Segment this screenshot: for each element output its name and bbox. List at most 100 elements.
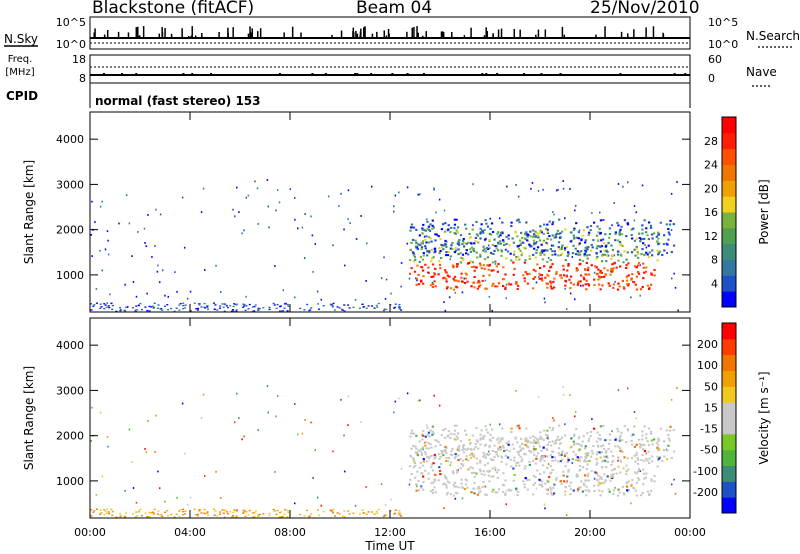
velocity-cell	[420, 486, 423, 489]
velocity-cell	[426, 426, 429, 429]
power-cell	[248, 303, 251, 306]
velocity-cell	[426, 460, 429, 463]
velocity-cell	[268, 514, 271, 517]
velocity-cell	[443, 482, 446, 485]
velocity-cell	[584, 489, 587, 492]
velocity-cell	[625, 482, 628, 485]
power-cell	[530, 245, 533, 248]
velocity-cell	[581, 490, 585, 493]
freq-panel: Freq. [MHz] 18 8 60 0 Nave	[5, 53, 777, 87]
velocity-cell	[539, 459, 542, 462]
power-cell	[473, 286, 476, 289]
power-cell	[458, 238, 461, 242]
velocity-cell	[362, 512, 365, 514]
power-cell	[430, 249, 433, 252]
velocity-colorbar-frame	[721, 322, 737, 514]
velocity-cell	[612, 489, 615, 492]
power-cell	[599, 288, 602, 291]
power-cell	[620, 225, 623, 228]
power-cell	[280, 305, 283, 307]
power-cell	[496, 285, 499, 288]
velocity-cell	[469, 441, 472, 445]
power-cell	[471, 261, 474, 264]
freq-mark	[391, 73, 394, 76]
power-cell	[625, 266, 628, 269]
power-cell	[627, 282, 630, 285]
velocity-cell	[581, 440, 584, 443]
power-cell	[444, 239, 447, 242]
velocity-cell	[207, 514, 210, 516]
power-cell	[597, 275, 601, 278]
power-cell	[139, 302, 142, 305]
velocity-cell	[280, 516, 283, 518]
velocity-cell	[600, 466, 604, 469]
power-cell	[479, 284, 482, 287]
velocity-cell	[641, 454, 644, 457]
velocity-cell	[285, 508, 287, 511]
power-cell	[145, 245, 148, 248]
velocity-cell	[646, 459, 649, 462]
velocity-cell	[578, 448, 581, 451]
velocity-cell	[452, 483, 455, 486]
velocity-cell	[532, 493, 535, 496]
velocity-cell	[397, 512, 400, 514]
velocity-cell	[430, 455, 433, 458]
velocity-cell	[621, 485, 625, 488]
power-cell	[92, 305, 95, 307]
power-cell	[408, 277, 411, 280]
power-cell	[562, 268, 565, 271]
power-cell	[173, 310, 176, 312]
velocity-colorbar-tick: 100	[697, 359, 718, 372]
power-cell	[505, 235, 508, 238]
velocity-cell	[421, 472, 424, 475]
velocity-cell	[444, 475, 447, 478]
velocity-cell	[488, 438, 491, 441]
power-cell	[308, 309, 311, 312]
velocity-cell	[599, 477, 602, 480]
velocity-cell	[398, 514, 401, 516]
power-cell	[484, 219, 487, 222]
velocity-cell	[460, 478, 463, 481]
power-cell	[641, 184, 644, 187]
power-colorbar-swatch	[722, 148, 736, 165]
velocity-cell	[317, 509, 320, 511]
nsky-tick-top: 10^5	[56, 16, 86, 29]
velocity-cell	[287, 511, 290, 514]
power-cell	[496, 270, 499, 273]
velocity-cell	[467, 459, 470, 462]
power-cell	[574, 209, 576, 212]
velocity-cell	[569, 446, 572, 449]
power-cell	[135, 305, 138, 307]
velocity-cell	[561, 450, 564, 453]
power-cell	[543, 297, 546, 300]
velocity-cell	[471, 467, 474, 470]
velocity-cell	[234, 509, 237, 512]
velocity-cell	[409, 455, 413, 458]
velocity-cell	[539, 431, 542, 434]
power-cell	[549, 280, 552, 283]
velocity-cell	[485, 452, 489, 455]
velocity-cell	[184, 510, 187, 512]
power-cell	[422, 223, 425, 226]
power-cell	[545, 249, 549, 252]
power-cell	[586, 226, 589, 229]
power-cell	[276, 303, 279, 306]
power-cell	[518, 239, 522, 242]
velocity-cell	[630, 440, 633, 443]
velocity-cell	[338, 513, 341, 515]
velocity-cell	[611, 430, 613, 433]
power-cell	[585, 288, 588, 291]
power-cell	[242, 303, 245, 305]
velocity-cell	[340, 398, 342, 401]
velocity-cell	[491, 449, 494, 452]
velocity-cell	[648, 492, 651, 495]
power-cell	[282, 289, 285, 292]
power-colorbar-swatch	[722, 227, 736, 245]
power-cell	[569, 240, 572, 243]
power-cell	[616, 288, 620, 291]
velocity-cell	[667, 444, 670, 447]
power-cell	[585, 247, 589, 250]
power-cell	[577, 243, 581, 246]
velocity-cell	[294, 403, 296, 405]
velocity-cell	[584, 445, 587, 448]
